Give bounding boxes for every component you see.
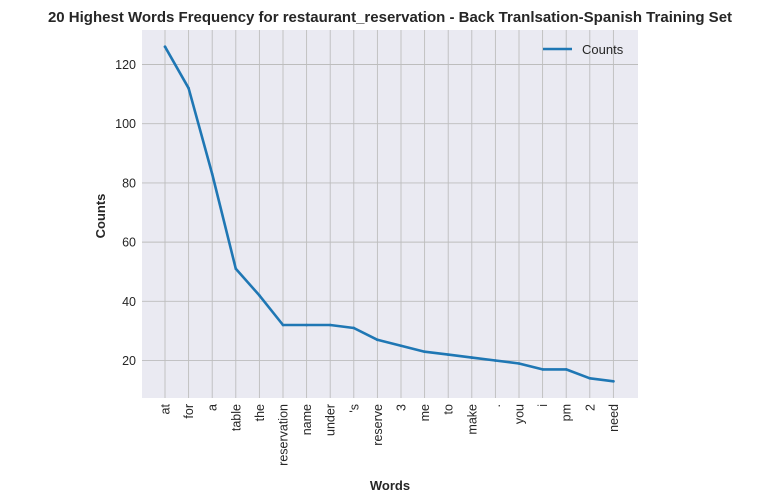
x-tick-label: reservation (277, 404, 291, 466)
data-point (376, 338, 379, 342)
plot-area (142, 30, 638, 398)
data-point (541, 368, 544, 371)
x-tick-label: you (513, 404, 527, 424)
series-line-counts (163, 45, 615, 383)
data-point (494, 359, 497, 362)
x-tick-label: table (229, 404, 243, 431)
y-tick-labels: 20 40 60 80 100 120 (115, 58, 136, 368)
x-gridlines (164, 30, 614, 398)
series-layer (163, 45, 615, 383)
y-tick-label: 60 (122, 236, 136, 250)
data-point (564, 368, 568, 371)
data-point (258, 294, 261, 297)
y-gridlines (142, 64, 638, 361)
x-tick-label: a (206, 404, 220, 411)
data-point (328, 323, 332, 327)
y-tick-label: 20 (122, 354, 136, 368)
data-point (187, 86, 190, 90)
data-point (423, 350, 426, 353)
data-point (399, 344, 403, 348)
data-point (163, 45, 167, 49)
legend: Counts (543, 42, 624, 57)
data-point (352, 326, 356, 330)
data-point (517, 362, 521, 365)
y-axis-label: Counts (93, 194, 108, 239)
data-point (281, 323, 285, 327)
legend-label-counts: Counts (582, 42, 624, 57)
x-tick-label: 3 (395, 404, 409, 411)
x-tick-label: need (607, 404, 621, 432)
data-point (234, 267, 238, 271)
x-tick-label: at (159, 403, 173, 414)
x-tick-label: make (465, 404, 479, 435)
x-axis-label: Words (370, 478, 410, 493)
x-tick-label: pm (560, 404, 574, 421)
x-tick-label: i (536, 404, 550, 407)
data-point (588, 377, 592, 380)
y-tick-label: 100 (115, 117, 136, 131)
data-point (612, 379, 615, 383)
x-tick-label: for (182, 404, 196, 419)
x-tick-label: reserve (371, 404, 385, 446)
x-tick-label: 2 (583, 404, 597, 411)
x-tick-label: under (324, 404, 338, 436)
data-point (446, 353, 450, 356)
x-tick-labels: at for a table the reservation name under 's rese… (159, 403, 621, 465)
data-point (470, 356, 474, 359)
y-tick-label: 120 (115, 58, 136, 72)
x-tick-label: 's (347, 404, 361, 413)
x-tick-label: the (253, 404, 267, 421)
x-tick-label: me (418, 404, 432, 421)
x-tick-label: . (489, 404, 503, 407)
y-tick-label: 40 (122, 295, 136, 309)
data-point (210, 172, 214, 176)
x-tick-label: name (300, 404, 314, 435)
y-tick-label: 80 (122, 176, 136, 190)
chart-title: 20 Highest Words Frequency for restauran… (48, 9, 732, 26)
x-tick-label: to (442, 404, 456, 414)
data-point (305, 323, 308, 327)
